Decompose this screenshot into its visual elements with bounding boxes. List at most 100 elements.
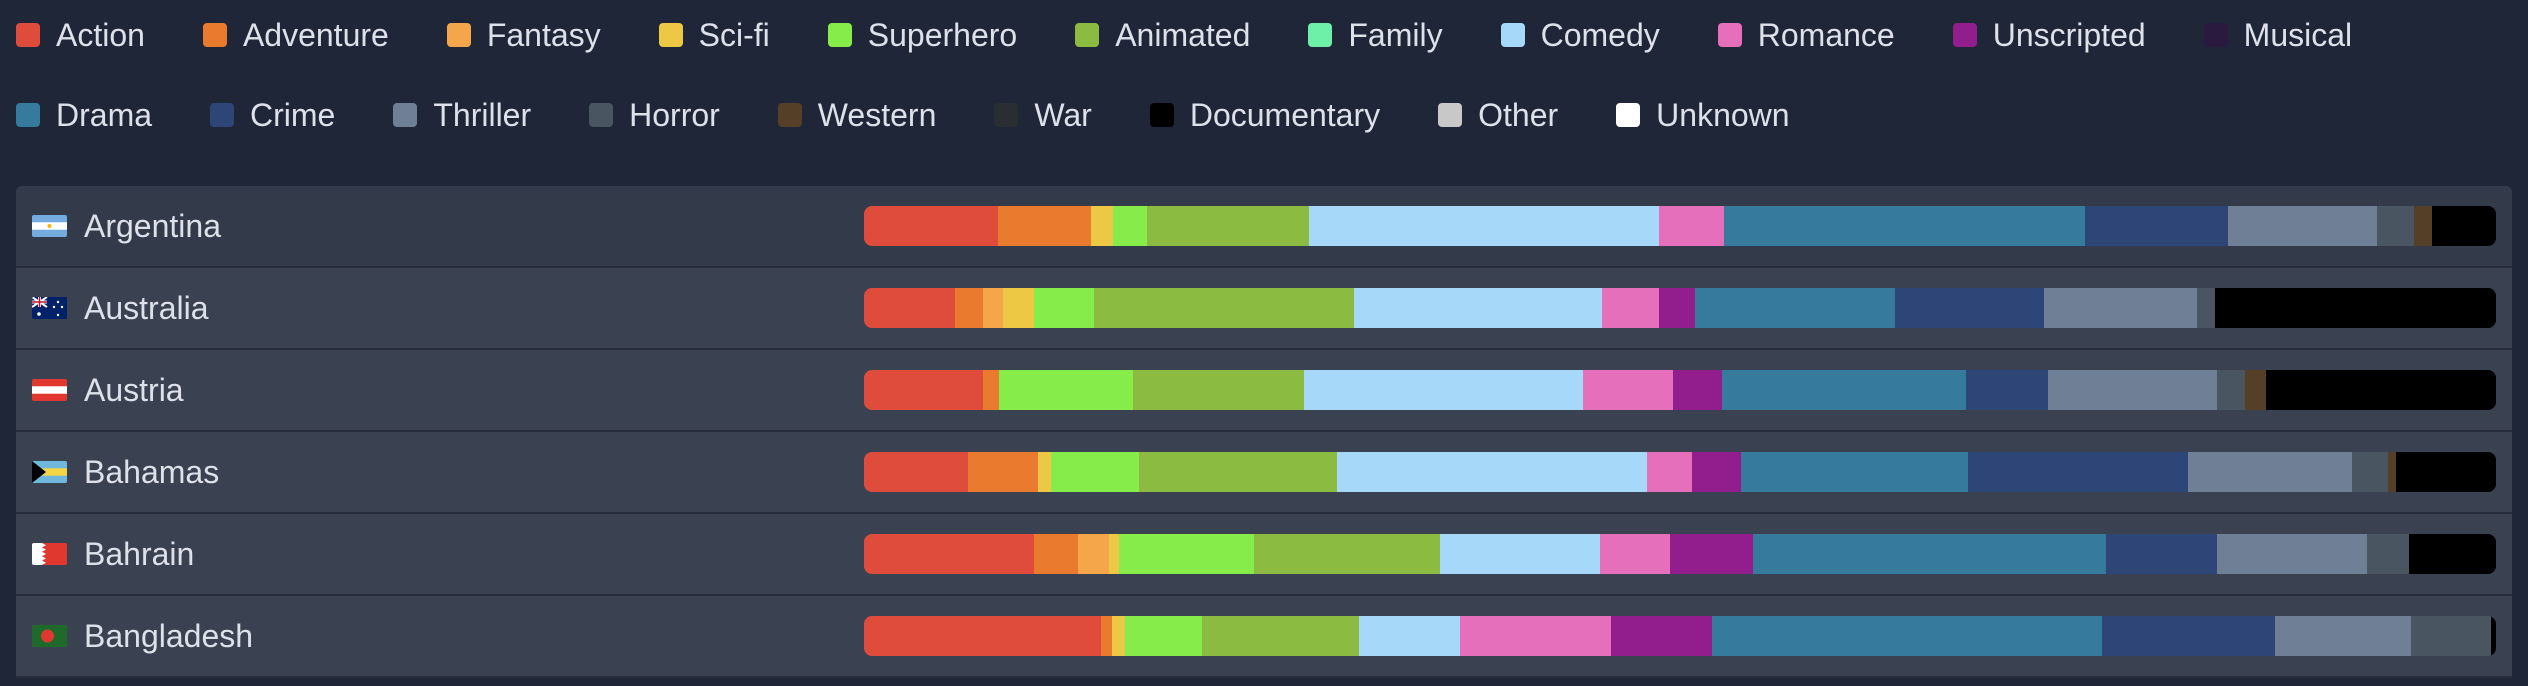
legend-item-unknown[interactable]: Unknown	[1616, 90, 1790, 140]
bar-segment-superhero[interactable]	[1112, 206, 1147, 246]
bar-segment-action[interactable]	[864, 534, 1034, 574]
legend-item-fantasy[interactable]: Fantasy	[446, 10, 601, 60]
country-row-bahrain[interactable]: Bahrain	[16, 514, 2512, 596]
bar-segment-crime[interactable]	[1966, 370, 2048, 410]
bar-segment-romance[interactable]	[1599, 534, 1671, 574]
bar-segment-animated[interactable]	[1133, 370, 1305, 410]
country-row-argentina[interactable]: Argentina	[16, 186, 2512, 268]
bar-segment-adventure[interactable]	[968, 452, 1039, 492]
bar-segment-drama[interactable]	[1711, 616, 2103, 656]
bar-segment-crime[interactable]	[2105, 534, 2217, 574]
legend-item-family[interactable]: Family	[1308, 10, 1443, 60]
legend-item-war[interactable]: War	[994, 90, 1092, 140]
bar-segment-drama[interactable]	[1741, 452, 1968, 492]
bar-segment-unscripted[interactable]	[1610, 616, 1712, 656]
bar-segment-crime[interactable]	[1895, 288, 2044, 328]
bar-segment-action[interactable]	[864, 370, 984, 410]
bar-segment-drama[interactable]	[1721, 370, 1967, 410]
bar-segment-adventure[interactable]	[1033, 534, 1078, 574]
legend-item-superhero[interactable]: Superhero	[827, 10, 1017, 60]
legend-item-other[interactable]: Other	[1438, 90, 1558, 140]
bar-segment-animated[interactable]	[1094, 288, 1354, 328]
bar-segment-romance[interactable]	[1582, 370, 1673, 410]
bar-segment-sci-fi[interactable]	[1091, 206, 1113, 246]
bar-segment-drama[interactable]	[1753, 534, 2106, 574]
country-row-bangladesh[interactable]: Bangladesh	[16, 596, 2512, 678]
legend-item-thriller[interactable]: Thriller	[393, 90, 531, 140]
legend-item-action[interactable]: Action	[16, 10, 145, 60]
bar-segment-sci-fi[interactable]	[1002, 288, 1034, 328]
bar-segment-comedy[interactable]	[1308, 206, 1659, 246]
bar-segment-adventure[interactable]	[955, 288, 984, 328]
legend-item-musical[interactable]: Musical	[2203, 10, 2352, 60]
bar-segment-western[interactable]	[2388, 452, 2397, 492]
bar-segment-crime[interactable]	[2102, 616, 2276, 656]
bar-segment-action[interactable]	[864, 616, 1101, 656]
country-row-bahamas[interactable]: Bahamas	[16, 432, 2512, 514]
bar-segment-superhero[interactable]	[1051, 452, 1140, 492]
bar-segment-western[interactable]	[2244, 370, 2267, 410]
bar-segment-comedy[interactable]	[1440, 534, 1600, 574]
bar-segment-animated[interactable]	[1202, 616, 1359, 656]
bar-segment-horror[interactable]	[2352, 452, 2389, 492]
bar-segment-romance[interactable]	[1646, 452, 1693, 492]
bar-segment-romance[interactable]	[1460, 616, 1611, 656]
bar-segment-adventure[interactable]	[983, 370, 1000, 410]
bar-segment-thriller[interactable]	[2187, 452, 2353, 492]
bar-segment-superhero[interactable]	[1118, 534, 1255, 574]
bar-segment-drama[interactable]	[1694, 288, 1896, 328]
bar-segment-action[interactable]	[864, 452, 969, 492]
bar-segment-animated[interactable]	[1139, 452, 1337, 492]
bar-segment-fantasy[interactable]	[983, 288, 1003, 328]
bar-segment-crime[interactable]	[1967, 452, 2188, 492]
legend-item-sci-fi[interactable]: Sci-fi	[658, 10, 770, 60]
country-row-australia[interactable]: Australia	[16, 268, 2512, 350]
bar-segment-horror[interactable]	[2366, 534, 2410, 574]
legend-item-horror[interactable]: Horror	[589, 90, 720, 140]
bar-segment-animated[interactable]	[1254, 534, 1441, 574]
bar-segment-comedy[interactable]	[1336, 452, 1647, 492]
bar-segment-animated[interactable]	[1146, 206, 1309, 246]
legend-item-unscripted[interactable]: Unscripted	[1952, 10, 2146, 60]
bar-segment-superhero[interactable]	[1033, 288, 1095, 328]
bar-segment-sci-fi[interactable]	[1112, 616, 1126, 656]
legend-item-western[interactable]: Western	[777, 90, 936, 140]
bar-segment-action[interactable]	[864, 206, 999, 246]
bar-segment-superhero[interactable]	[999, 370, 1133, 410]
bar-segment-superhero[interactable]	[1125, 616, 1203, 656]
bar-segment-drama[interactable]	[1724, 206, 2086, 246]
bar-segment-horror[interactable]	[2376, 206, 2415, 246]
bar-segment-western[interactable]	[2414, 206, 2433, 246]
bar-segment-romance[interactable]	[1658, 206, 1725, 246]
legend-item-animated[interactable]: Animated	[1075, 10, 1250, 60]
bar-segment-sci-fi[interactable]	[1108, 534, 1119, 574]
bar-segment-comedy[interactable]	[1358, 616, 1461, 656]
legend-item-romance[interactable]: Romance	[1717, 10, 1895, 60]
legend-item-comedy[interactable]: Comedy	[1500, 10, 1660, 60]
bar-segment-thriller[interactable]	[2043, 288, 2198, 328]
bar-segment-documentary[interactable]	[2409, 534, 2496, 574]
bar-segment-unscripted[interactable]	[1658, 288, 1695, 328]
bar-segment-unscripted[interactable]	[1692, 452, 1742, 492]
bar-segment-unscripted[interactable]	[1672, 370, 1722, 410]
bar-segment-thriller[interactable]	[2216, 534, 2367, 574]
bar-segment-documentary[interactable]	[2396, 452, 2496, 492]
legend-item-documentary[interactable]: Documentary	[1149, 90, 1380, 140]
bar-segment-unscripted[interactable]	[1670, 534, 1754, 574]
bar-segment-action[interactable]	[864, 288, 956, 328]
country-row-austria[interactable]: Austria	[16, 350, 2512, 432]
bar-segment-comedy[interactable]	[1304, 370, 1583, 410]
bar-segment-thriller[interactable]	[2275, 616, 2411, 656]
bar-segment-documentary[interactable]	[2432, 206, 2496, 246]
bar-segment-documentary[interactable]	[2491, 616, 2496, 656]
bar-segment-documentary[interactable]	[2215, 288, 2496, 328]
bar-segment-horror[interactable]	[2197, 288, 2216, 328]
bar-segment-sci-fi[interactable]	[1038, 452, 1052, 492]
bar-segment-documentary[interactable]	[2266, 370, 2496, 410]
bar-segment-adventure[interactable]	[998, 206, 1092, 246]
bar-segment-comedy[interactable]	[1353, 288, 1602, 328]
bar-segment-crime[interactable]	[2085, 206, 2228, 246]
legend-item-drama[interactable]: Drama	[16, 90, 152, 140]
bar-segment-horror[interactable]	[2217, 370, 2245, 410]
bar-segment-adventure[interactable]	[1100, 616, 1113, 656]
